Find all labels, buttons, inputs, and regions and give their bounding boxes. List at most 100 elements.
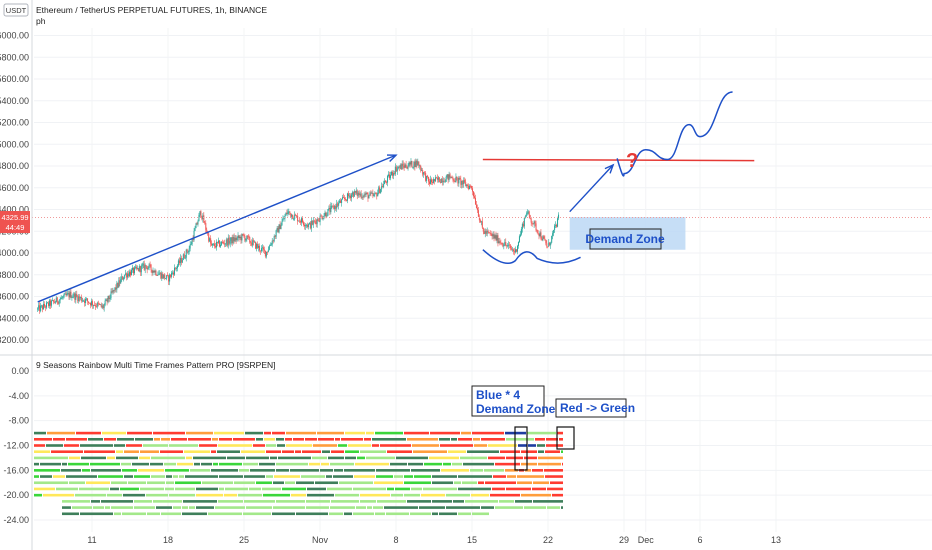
candle-body: [353, 190, 355, 197]
candle-body: [88, 301, 90, 303]
symbol-badge[interactable]: [3, 3, 29, 17]
candle-body: [160, 272, 162, 279]
candle-body: [138, 266, 140, 272]
time-tick-label: 6: [697, 535, 702, 545]
candle-body: [256, 243, 258, 249]
heatmap-segment: [524, 506, 546, 509]
candle-body: [264, 250, 266, 257]
candle-body: [241, 234, 243, 241]
heatmap-segment: [329, 512, 343, 516]
candle-body: [410, 160, 412, 165]
heatmap-segment: [439, 437, 450, 441]
candle-body: [360, 193, 362, 198]
heatmap-segment: [419, 506, 445, 509]
heatmap-segment: [127, 431, 152, 435]
heatmap-segment: [238, 493, 262, 497]
heatmap-segment: [367, 506, 372, 509]
heatmap-segment: [243, 512, 271, 516]
candle-body: [108, 295, 110, 300]
heatmap-segment: [282, 487, 306, 491]
candle-body: [298, 220, 300, 222]
candle-body: [365, 193, 367, 195]
heatmap-segment: [264, 437, 275, 441]
candle-body: [170, 274, 172, 277]
candle-body: [79, 296, 81, 299]
candle-body: [113, 290, 115, 291]
candle-body: [534, 221, 536, 224]
heatmap-segment: [211, 450, 216, 454]
heatmap-segment: [234, 481, 255, 485]
candle-body: [145, 265, 147, 267]
candle-body: [400, 164, 402, 170]
heatmap-segment: [344, 469, 375, 472]
candle-body: [227, 237, 229, 246]
candle-body: [46, 302, 48, 308]
blue-demand-callout-box: [471, 385, 545, 417]
candle-body: [217, 241, 219, 243]
candle-body: [345, 199, 347, 201]
candle-body: [239, 236, 241, 239]
heatmap-segment: [46, 444, 63, 447]
candle-body: [287, 211, 289, 214]
candle-body: [426, 175, 428, 181]
heatmap-segment: [517, 481, 532, 485]
heatmap-segment: [134, 500, 152, 503]
candle-body: [368, 195, 370, 199]
heatmap-segment: [79, 487, 109, 491]
candle-body: [379, 187, 381, 194]
candle-body: [318, 220, 320, 222]
candle-body: [292, 214, 294, 219]
candle-body: [231, 237, 233, 244]
heatmap-segment: [215, 506, 245, 509]
candle-body: [497, 235, 499, 244]
heatmap-segment: [461, 431, 471, 435]
heatmap-segment: [561, 506, 563, 509]
heatmap-segment: [116, 456, 138, 460]
heatmap-layer: [34, 431, 563, 516]
heatmap-segment: [224, 493, 237, 497]
heatmap-segment: [518, 444, 527, 447]
candle-body: [526, 212, 528, 215]
heatmap-segment: [545, 475, 563, 478]
heatmap-segment: [532, 469, 543, 472]
candle-body: [322, 218, 324, 220]
price-tick-label: 5800.00: [0, 52, 29, 62]
candle-body: [171, 272, 173, 277]
heatmap-segment: [190, 469, 210, 472]
price-tick-label: 4000.00: [0, 248, 29, 258]
candle-body: [518, 236, 520, 242]
candle-body: [275, 230, 277, 237]
heatmap-segment: [488, 456, 505, 460]
heatmap-segment: [244, 475, 265, 478]
heatmap-segment: [156, 506, 172, 509]
heatmap-segment: [34, 450, 50, 454]
candle-body: [106, 299, 108, 302]
candle-body: [340, 200, 342, 203]
heatmap-segment: [317, 431, 344, 435]
candle-body: [301, 218, 303, 223]
heatmap-segment: [175, 481, 201, 485]
candle-body: [186, 249, 188, 253]
heatmap-segment: [355, 462, 389, 466]
candle-body: [306, 224, 308, 227]
heatmap-segment: [345, 431, 365, 435]
heatmap-segment: [544, 469, 563, 472]
candle-body: [237, 235, 239, 238]
candle-body: [158, 273, 160, 275]
candle-body: [61, 297, 63, 299]
candle-body: [286, 212, 288, 214]
heatmap-segment: [315, 481, 338, 485]
candle-body: [85, 298, 87, 303]
heatmap-segment: [366, 456, 395, 460]
candle-body: [475, 204, 477, 208]
heatmap-segment: [537, 444, 545, 447]
candle-body: [343, 197, 345, 199]
heatmap-segment: [353, 512, 374, 516]
heatmap-segment: [34, 493, 42, 497]
candle-body: [482, 227, 484, 232]
heatmap-segment: [124, 450, 139, 454]
heatmap-segment: [364, 437, 371, 441]
candle-body: [247, 235, 249, 237]
heatmap-segment: [391, 493, 403, 497]
candle-body: [115, 287, 117, 290]
